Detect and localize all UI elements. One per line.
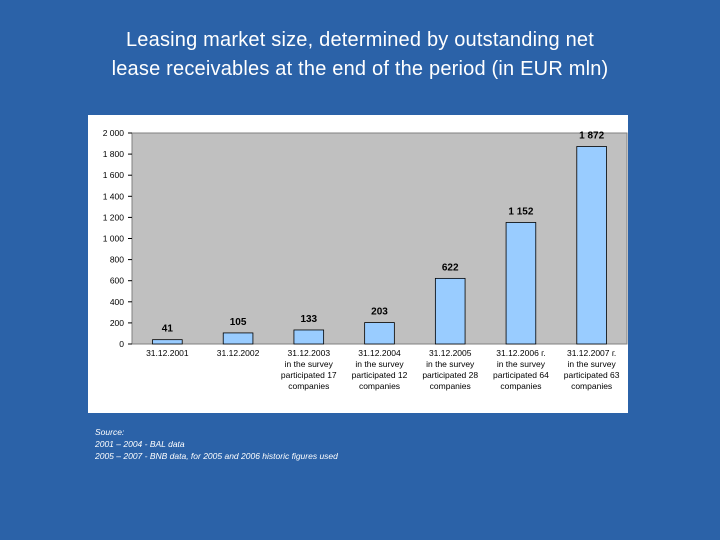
category-label: 31.12.2005: [429, 348, 472, 358]
bar-chart: 0 200 400 600 800 1 000 1 200 1 400 1 600 1 800 2 …: [103, 128, 628, 391]
data-label: 1 872: [579, 131, 604, 142]
plot-area: [131, 132, 628, 345]
category-label: 31.12.2004: [358, 348, 401, 358]
data-label: 105: [230, 317, 247, 328]
data-label: 133: [300, 314, 317, 325]
y-tick-label: 1 000: [103, 234, 125, 244]
category-label: participated 17: [281, 370, 337, 380]
category-label: in the survey: [355, 359, 404, 369]
y-tick-label: 600: [110, 276, 124, 286]
category-label: participated 28: [422, 370, 478, 380]
category-label: companies: [288, 381, 329, 391]
source-note: Source: 2001 – 2004 - BAL data 2005 – 20…: [95, 426, 338, 462]
source-line: 2001 – 2004 - BAL data: [95, 439, 185, 449]
category-label: in the survey: [285, 359, 334, 369]
y-tick-label: 800: [110, 255, 124, 265]
slide-title: Leasing market size, determined by outst…: [20, 26, 700, 84]
y-tick-label: 1 800: [103, 149, 125, 159]
title-line-1: Leasing market size, determined by outst…: [125, 29, 595, 51]
bar: [576, 146, 607, 345]
bar: [364, 322, 395, 345]
category-label: in the survey: [426, 359, 475, 369]
category-label: companies: [571, 381, 612, 391]
category-label: in the survey: [497, 359, 546, 369]
y-tick-label: 400: [110, 297, 124, 307]
bar: [222, 332, 254, 345]
y-tick-label: 1 400: [103, 191, 125, 201]
y-tick-label: 1 200: [103, 212, 125, 222]
category-label: companies: [430, 381, 471, 391]
data-label: 41: [162, 324, 174, 335]
category-label: participated 63: [564, 370, 620, 380]
data-label: 1 152: [508, 206, 533, 217]
category-label: in the survey: [568, 359, 617, 369]
source-line: Source:: [95, 427, 125, 437]
category-label: 31.12.2003: [288, 348, 331, 358]
source-line: 2005 – 2007 - BNB data, for 2005 and 200…: [95, 451, 338, 461]
bar: [152, 339, 183, 345]
category-label: participated 12: [352, 370, 408, 380]
data-label: 622: [442, 262, 459, 273]
category-label: 31.12.2007 г.: [567, 348, 616, 358]
category-label: companies: [359, 381, 400, 391]
chart-container: 0 200 400 600 800 1 000 1 200 1 400 1 600 1 800 2 …: [88, 115, 628, 413]
data-label: 203: [371, 307, 388, 318]
category-label: 31.12.2006 г.: [496, 348, 545, 358]
y-tick-label: 2 000: [103, 128, 125, 138]
bar: [505, 222, 537, 345]
y-tick-label: 0: [119, 339, 124, 349]
title-line-2: lease receivables at the end of the peri…: [111, 58, 609, 80]
category-label: 31.12.2001: [146, 348, 189, 358]
category-label: 31.12.2002: [217, 348, 260, 358]
bar: [434, 277, 466, 345]
category-label: companies: [500, 381, 541, 391]
category-label: participated 64: [493, 370, 549, 380]
y-tick-label: 200: [110, 318, 124, 328]
bar: [293, 329, 325, 345]
y-tick-label: 1 600: [103, 170, 125, 180]
